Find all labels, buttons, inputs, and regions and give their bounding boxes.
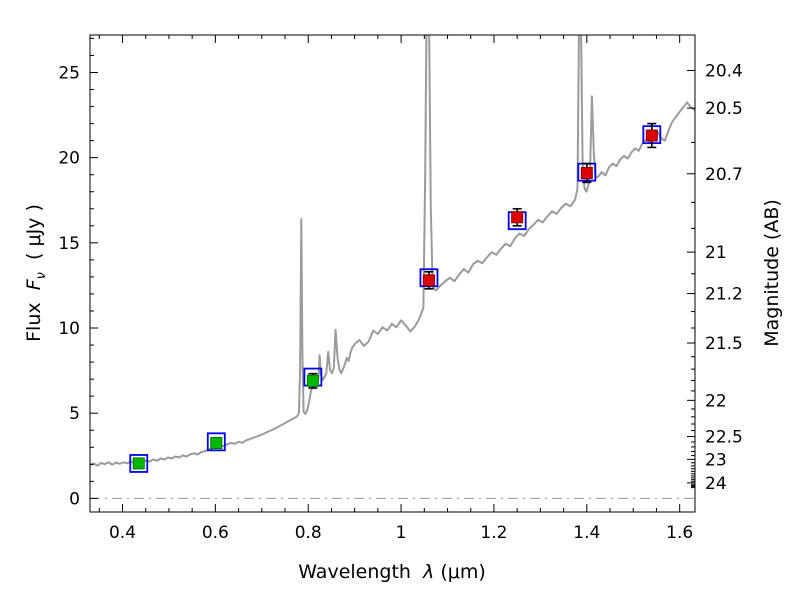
magnitude-tick-label: 23 bbox=[705, 450, 727, 470]
magnitude-tick-label: 20.5 bbox=[705, 99, 743, 119]
x-tick-label: 1.4 bbox=[573, 523, 600, 543]
model-photometry-square bbox=[129, 454, 149, 473]
x-tick-label: 1.2 bbox=[480, 523, 507, 543]
magnitude-tick-label: 22.5 bbox=[705, 428, 743, 448]
flux-symbol-sub: ν bbox=[33, 272, 49, 280]
x-tick-label: 0.4 bbox=[109, 523, 136, 543]
magnitude-tick-label: 21.2 bbox=[705, 285, 743, 305]
x-axis-title: Wavelength λ (μm) bbox=[298, 561, 486, 583]
photometry-point bbox=[422, 274, 435, 287]
x-tick-label: 0.8 bbox=[295, 523, 322, 543]
magnitude-tick-label: 24 bbox=[705, 474, 727, 494]
photometry-point bbox=[580, 166, 593, 179]
photometry-point bbox=[132, 457, 145, 470]
magnitude-tick-label: 20.7 bbox=[705, 165, 743, 185]
flux-unit: ( μJy ) bbox=[23, 204, 46, 260]
flux-symbol: F bbox=[23, 279, 46, 291]
magnitude-tick-label: 20.4 bbox=[705, 61, 743, 81]
y-tick-label: 20 bbox=[58, 149, 80, 169]
y-tick-label: 5 bbox=[69, 404, 80, 424]
wavelength-word: Wavelength bbox=[298, 561, 411, 583]
model-spectrum-line bbox=[90, 35, 695, 467]
photometry-point bbox=[511, 211, 524, 224]
y-tick-label: 0 bbox=[69, 489, 80, 509]
x-tick-label: 1 bbox=[396, 523, 407, 543]
magnitude-tick-label: 22 bbox=[705, 391, 727, 411]
flux-word: Flux bbox=[23, 302, 46, 342]
y-axis-title-left: Flux Fν ( μJy ) bbox=[23, 204, 49, 342]
y-tick-label: 25 bbox=[58, 63, 80, 83]
photometry-point bbox=[306, 374, 319, 387]
wavelength-unit: (μm) bbox=[440, 561, 486, 583]
magnitude-tick-label: 21 bbox=[705, 243, 727, 263]
x-tick-label: 1.6 bbox=[666, 523, 693, 543]
photometry-point bbox=[645, 129, 658, 142]
axes-frame bbox=[89, 34, 696, 513]
model-photometry-square bbox=[206, 432, 226, 452]
plot-area bbox=[90, 35, 695, 499]
y-tick-label: 15 bbox=[58, 234, 80, 254]
magnitude-tick-label: 21.5 bbox=[705, 334, 743, 354]
magnitude-label: Magnitude (AB) bbox=[761, 199, 783, 347]
lambda-symbol: λ bbox=[423, 561, 435, 583]
photometry-point bbox=[210, 437, 223, 450]
y-tick-label: 10 bbox=[58, 319, 80, 339]
y-axis-title-right: Magnitude (AB) bbox=[761, 199, 783, 347]
x-tick-label: 0.6 bbox=[202, 523, 229, 543]
